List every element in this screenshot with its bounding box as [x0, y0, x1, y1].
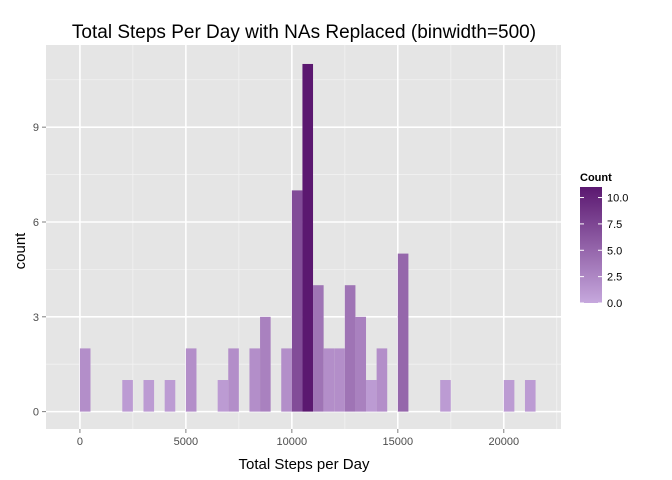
x-tick-label: 5000: [174, 436, 198, 448]
x-tick-label: 10000: [277, 436, 308, 448]
y-tick-label: 3: [33, 312, 39, 324]
y-axis-title: count: [12, 232, 29, 270]
histogram-bar: [524, 380, 536, 412]
histogram-bar: [334, 348, 345, 412]
histogram-bar: [249, 348, 261, 412]
legend-tick-label: 5.0: [607, 245, 622, 257]
legend-colorbar: [580, 187, 602, 303]
y-tick-label: 9: [33, 122, 39, 134]
y-tick-label: 0: [33, 407, 39, 419]
histogram-bar: [344, 285, 356, 412]
legend-tick-label: 0.0: [607, 298, 622, 310]
x-tick-label: 15000: [383, 436, 414, 448]
x-axis-title: Total Steps per Day: [239, 456, 370, 473]
histogram-bar: [260, 316, 271, 412]
histogram-bar: [376, 348, 388, 412]
histogram-bar: [281, 348, 292, 412]
histogram-bar: [143, 380, 155, 412]
histogram-bar: [228, 348, 239, 412]
histogram-bar: [366, 380, 377, 412]
y-axis-ticks: 0 3 6 9: [33, 122, 46, 419]
histogram-bar: [503, 380, 515, 412]
x-axis-ticks: 0 5000 10000 15000 20000: [77, 429, 519, 448]
histogram-bar: [217, 380, 229, 412]
histogram-bar: [302, 63, 314, 412]
legend-tick-label: 10.0: [607, 193, 628, 205]
histogram-bar: [291, 190, 303, 412]
histogram-bar: [440, 380, 451, 412]
chart-title: Total Steps Per Day with NAs Replaced (b…: [72, 22, 536, 43]
legend-title: Count: [580, 172, 612, 184]
legend-tick-label: 2.5: [607, 272, 622, 284]
color-legend: Count 0.0 2.5 5.0 7.5 10.0: [580, 172, 628, 310]
x-tick-label: 0: [77, 436, 83, 448]
legend-ticks: 0.0 2.5 5.0 7.5 10.0: [580, 193, 628, 310]
x-tick-label: 20000: [488, 436, 519, 448]
histogram-bar: [185, 348, 197, 412]
legend-tick-label: 7.5: [607, 219, 622, 231]
histogram-bar: [164, 380, 176, 412]
histogram-bar: [122, 380, 133, 412]
histogram-bar: [323, 348, 335, 412]
histogram-bars: [79, 63, 536, 412]
histogram-bar: [355, 316, 367, 412]
histogram-bar: [79, 348, 91, 412]
y-tick-label: 6: [33, 217, 39, 229]
histogram-bar: [313, 285, 324, 412]
histogram-bar: [397, 253, 409, 412]
